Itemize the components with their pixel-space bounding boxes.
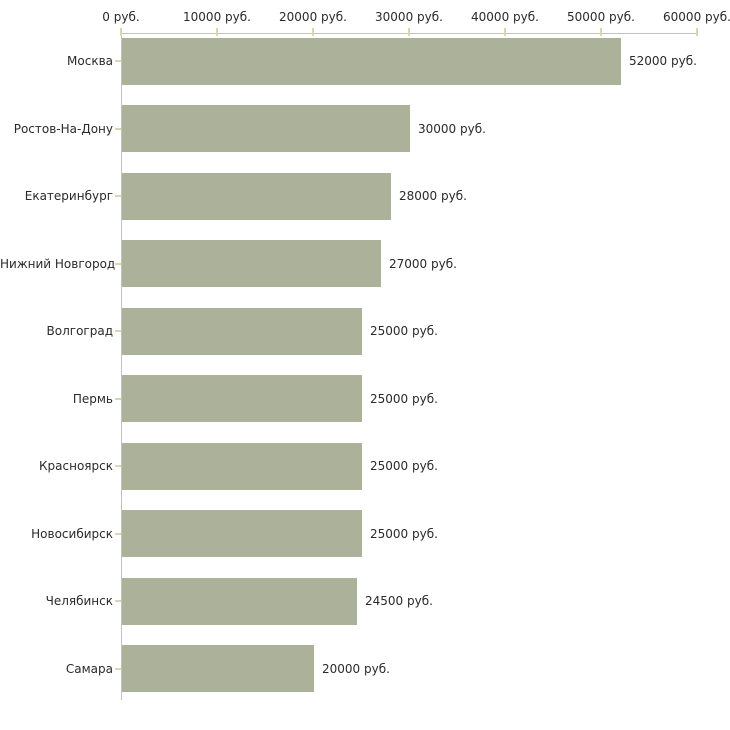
chart-bar (122, 375, 362, 422)
x-axis-tick-label: 20000 руб. (279, 10, 347, 24)
y-axis-tick (115, 532, 121, 535)
chart-bar (122, 510, 362, 557)
x-axis-tick (408, 28, 410, 36)
category-label: Екатеринбург (24, 189, 113, 203)
x-axis-tick (504, 28, 506, 36)
x-axis-tick-label: 30000 руб. (375, 10, 443, 24)
category-label: Москва (67, 54, 113, 68)
x-axis-tick-label: 50000 руб. (567, 10, 635, 24)
value-label: 28000 руб. (399, 189, 467, 203)
value-label: 25000 руб. (370, 324, 438, 338)
chart-bar (122, 172, 391, 220)
y-axis-tick (115, 465, 121, 467)
value-label: 25000 руб. (370, 459, 438, 473)
value-label: 30000 руб. (418, 121, 486, 136)
x-axis-tick-label: 10000 руб. (183, 10, 251, 24)
x-axis-tick (120, 28, 122, 36)
y-axis-tick (115, 600, 121, 602)
category-label: Красноярск (39, 459, 113, 473)
x-axis-tick (696, 28, 698, 36)
y-axis-tick (115, 195, 121, 197)
y-axis-tick (115, 262, 121, 265)
chart-bar (122, 240, 381, 287)
x-axis-tick-label: 40000 руб. (471, 10, 539, 24)
x-axis-tick (312, 28, 314, 36)
x-axis-tick (216, 28, 218, 36)
x-axis-tick-label: 60000 руб. (663, 10, 730, 24)
category-label: Волгоград (46, 324, 113, 338)
chart-bar (122, 307, 362, 355)
y-axis-tick (115, 127, 121, 130)
category-label: Нижний Новгород (0, 256, 116, 271)
value-label: 27000 руб. (389, 256, 457, 271)
chart-bar (122, 442, 362, 490)
x-axis-tick-label: 0 руб. (102, 10, 140, 24)
value-label: 20000 руб. (322, 661, 390, 676)
category-label: Пермь (72, 391, 113, 406)
y-axis-tick (115, 667, 121, 670)
value-label: 25000 руб. (370, 391, 438, 406)
chart-bar (122, 645, 314, 692)
category-label: Новосибирск (31, 526, 113, 541)
value-label: 52000 руб. (629, 54, 697, 68)
category-label: Челябинск (45, 594, 113, 608)
y-axis-tick (115, 397, 121, 400)
y-axis-tick (115, 60, 121, 62)
chart-bar (122, 577, 357, 625)
x-axis-tick (600, 28, 602, 36)
y-axis-line (121, 33, 122, 700)
value-label: 24500 руб. (365, 594, 433, 608)
y-axis-tick (115, 330, 121, 332)
chart-bar (122, 37, 621, 85)
category-label: Ростов-На-Дону (13, 121, 113, 136)
chart-bar (122, 105, 410, 152)
category-label: Самара (65, 661, 113, 676)
value-label: 25000 руб. (370, 526, 438, 541)
